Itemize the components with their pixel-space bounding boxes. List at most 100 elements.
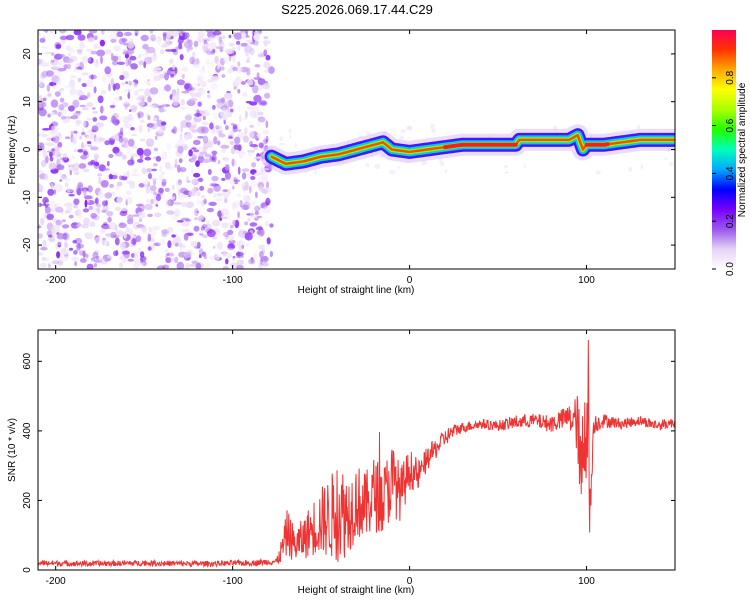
noise-speckle [50, 59, 55, 63]
noise-speckle [74, 131, 83, 140]
noise-speckle [138, 218, 143, 222]
noise-speckle [51, 231, 57, 237]
colorbar-tick-label: 0.0 [725, 262, 736, 276]
noise-speckle [227, 229, 234, 235]
noise-speckle [225, 125, 229, 131]
noise-speckle [249, 211, 255, 219]
noise-speckle [57, 67, 66, 72]
noise-speckle [209, 255, 215, 260]
noise-speckle [640, 164, 644, 170]
noise-speckle [221, 222, 229, 229]
noise-speckle [147, 233, 152, 242]
noise-speckle [265, 181, 270, 189]
noise-speckle [176, 139, 185, 147]
noise-speckle [523, 164, 527, 168]
noise-speckle [86, 101, 94, 108]
noise-speckle [174, 235, 182, 244]
noise-speckle [51, 66, 60, 70]
noise-speckle [98, 190, 104, 199]
noise-speckle [130, 153, 139, 158]
noise-speckle [51, 224, 60, 233]
noise-speckle [73, 30, 82, 36]
noise-speckle [85, 253, 89, 259]
noise-speckle [254, 64, 261, 68]
noise-speckle [42, 128, 51, 131]
noise-speckle [107, 33, 115, 40]
noise-speckle [294, 142, 297, 149]
noise-speckle [242, 151, 246, 155]
noise-speckle [44, 51, 52, 55]
noise-speckle [263, 168, 270, 171]
y-tick-label: 400 [22, 422, 33, 439]
noise-speckle [237, 46, 241, 51]
noise-speckle [55, 243, 58, 250]
noise-speckle [174, 66, 178, 75]
noise-speckle [163, 103, 167, 109]
noise-speckle [161, 171, 165, 176]
noise-speckle [220, 144, 230, 149]
noise-speckle [77, 215, 84, 219]
noise-speckle [76, 62, 80, 67]
noise-speckle [98, 176, 102, 185]
noise-speckle [258, 206, 262, 210]
noise-speckle [176, 87, 180, 97]
noise-speckle [123, 100, 129, 105]
noise-speckle [177, 164, 181, 173]
noise-speckle [161, 44, 168, 48]
noise-speckle [82, 250, 86, 258]
noise-speckle [257, 78, 266, 86]
noise-speckle [92, 206, 97, 214]
noise-speckle [95, 122, 105, 128]
noise-speckle [68, 52, 71, 57]
noise-speckle [162, 264, 170, 269]
noise-speckle [129, 38, 134, 44]
snr-y-axis-label: SNR (10 * v/v) [7, 418, 18, 482]
noise-speckle [101, 209, 107, 213]
noise-speckle [128, 228, 134, 236]
noise-speckle [72, 99, 80, 109]
figure-title: S225.2026.069.17.44.C29 [281, 2, 433, 17]
noise-speckle [238, 114, 242, 123]
noise-speckle [116, 181, 123, 187]
noise-speckle [209, 122, 214, 130]
noise-speckle [184, 263, 190, 269]
noise-speckle [94, 60, 100, 68]
noise-speckle [97, 95, 104, 104]
noise-speckle [115, 228, 119, 237]
noise-speckle [205, 58, 211, 66]
noise-speckle [93, 86, 97, 94]
noise-speckle [94, 236, 101, 244]
noise-speckle [199, 214, 204, 220]
noise-speckle [235, 40, 241, 45]
noise-speckle [68, 193, 75, 197]
noise-speckle [113, 250, 118, 257]
noise-speckle [129, 197, 133, 203]
noise-speckle [207, 168, 212, 176]
noise-speckle [68, 247, 74, 251]
noise-speckle [180, 217, 190, 221]
noise-speckle [108, 222, 117, 231]
noise-speckle [43, 94, 52, 98]
noise-speckle [50, 183, 54, 189]
noise-speckle [74, 261, 77, 267]
noise-speckle [126, 190, 132, 196]
noise-speckle [251, 162, 257, 168]
noise-speckle [96, 204, 102, 208]
noise-speckle [193, 139, 201, 146]
noise-speckle [249, 200, 256, 206]
noise-speckle [223, 92, 233, 100]
noise-speckle [154, 37, 163, 43]
noise-speckle [43, 97, 47, 102]
noise-speckle [138, 54, 146, 57]
colorbar-label: Normalized spectral amplitude [737, 82, 748, 217]
noise-speckle [227, 48, 235, 54]
noise-speckle [224, 164, 230, 171]
noise-speckle [241, 172, 247, 180]
noise-speckle [232, 125, 238, 133]
noise-speckle [208, 201, 217, 206]
noise-speckle [235, 194, 242, 197]
noise-speckle [80, 258, 87, 263]
noise-speckle [176, 261, 185, 269]
noise-speckle [90, 50, 98, 55]
